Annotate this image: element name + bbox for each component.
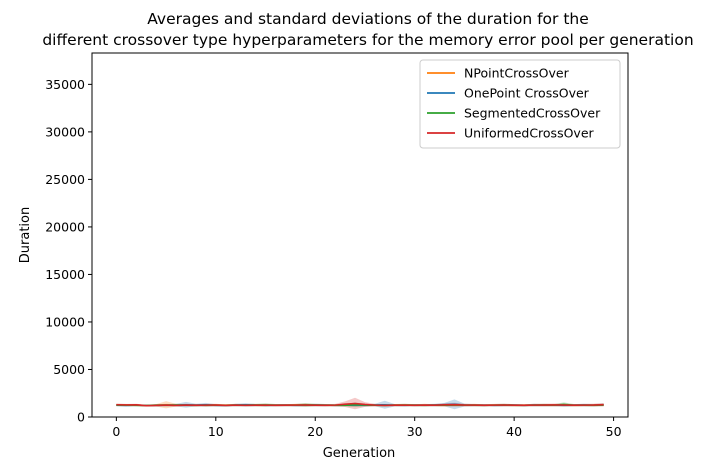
y-tick-label: 15000 bbox=[45, 267, 85, 282]
legend-label: SegmentedCrossOver bbox=[464, 106, 601, 121]
plot-frame bbox=[91, 52, 629, 418]
y-tick-label: 20000 bbox=[45, 219, 85, 234]
x-tick-label: 20 bbox=[307, 424, 323, 439]
legend: NPointCrossOver OnePoint CrossOver Segment… bbox=[419, 59, 621, 149]
y-tick-label: 5000 bbox=[53, 362, 85, 377]
y-axis-ticks: 0 5000 10000 15000 20000 25000 30000 35000 bbox=[45, 77, 92, 425]
x-tick-label: 30 bbox=[407, 424, 423, 439]
y-tick-label: 30000 bbox=[45, 124, 85, 139]
x-axis-label: Generation bbox=[323, 446, 396, 461]
y-tick-label: 35000 bbox=[45, 77, 85, 92]
y-tick-label: 25000 bbox=[45, 172, 85, 187]
legend-label: NPointCrossOver bbox=[464, 66, 570, 81]
x-tick-label: 0 bbox=[112, 424, 120, 439]
chart-title-line-1: Averages and standard deviations of the … bbox=[147, 10, 589, 28]
chart-title-line-2: different crossover type hyperparameters… bbox=[42, 31, 693, 49]
series-line-3 bbox=[116, 402, 604, 407]
y-axis-label: Duration bbox=[18, 207, 33, 263]
y-tick-label: 10000 bbox=[45, 314, 85, 329]
legend-frame bbox=[419, 59, 621, 149]
mean-lines bbox=[116, 402, 604, 407]
legend-label: OnePoint CrossOver bbox=[464, 86, 590, 101]
x-tick-label: 10 bbox=[208, 424, 224, 439]
x-tick-label: 40 bbox=[506, 424, 522, 439]
y-tick-label: 0 bbox=[77, 410, 85, 425]
x-axis-ticks: 0 10 20 30 40 50 bbox=[112, 417, 622, 439]
x-tick-label: 50 bbox=[606, 424, 622, 439]
legend-label: UniformedCrossOver bbox=[464, 126, 595, 141]
